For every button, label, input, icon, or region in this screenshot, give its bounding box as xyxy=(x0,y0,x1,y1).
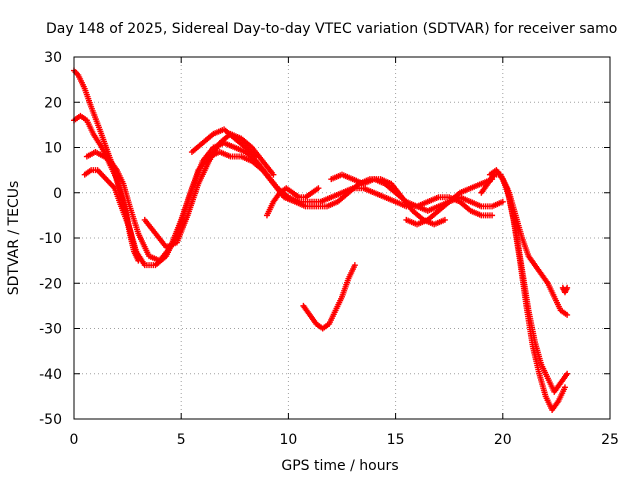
series-arc-10 xyxy=(403,176,496,228)
y-tick-label: -50 xyxy=(39,412,62,428)
y-tick-label: -20 xyxy=(39,276,62,292)
data-point xyxy=(564,311,571,318)
y-tick-label: -30 xyxy=(39,322,62,338)
data-point xyxy=(441,216,448,223)
y-tick-label: 10 xyxy=(44,141,62,157)
data-point xyxy=(351,262,358,269)
y-axis-label: SDTVAR / TECUs xyxy=(6,181,22,296)
data-point xyxy=(564,284,571,291)
x-tick-label: 25 xyxy=(601,432,619,448)
y-tick-label: -10 xyxy=(39,231,62,247)
series-arc-5 xyxy=(141,130,277,251)
data-point xyxy=(561,384,568,391)
y-axis-ticks: -50 -40 -30 -20 -10 0 10 20 30 xyxy=(39,50,610,428)
data-point xyxy=(564,370,571,377)
y-tick-label: -40 xyxy=(39,367,62,383)
series-arc-8 xyxy=(300,262,358,332)
y-tick-label: 30 xyxy=(44,50,62,66)
y-tick-label: 20 xyxy=(44,95,62,111)
chart-title: Day 148 of 2025, Sidereal Day-to-day VTE… xyxy=(46,21,617,37)
x-axis-label: GPS time / hours xyxy=(281,458,398,474)
data-point xyxy=(315,185,322,192)
series-arc-7 xyxy=(263,185,322,219)
data-points xyxy=(71,67,571,413)
x-tick-label: 15 xyxy=(387,432,405,448)
series-arc-6 xyxy=(188,126,260,160)
x-tick-label: 20 xyxy=(494,432,512,448)
series-arc-13 xyxy=(499,176,571,318)
grid xyxy=(74,57,610,419)
x-tick-label: 10 xyxy=(279,432,297,448)
x-tick-label: 5 xyxy=(177,432,186,448)
y-tick-label: 0 xyxy=(53,186,62,202)
x-tick-label: 0 xyxy=(70,432,79,448)
data-point xyxy=(489,212,496,219)
x-axis-ticks: 0 5 10 15 20 25 xyxy=(70,57,619,448)
data-point xyxy=(270,171,277,178)
data-point xyxy=(499,198,506,205)
data-point xyxy=(253,153,260,160)
series-arc-14 xyxy=(559,284,571,296)
